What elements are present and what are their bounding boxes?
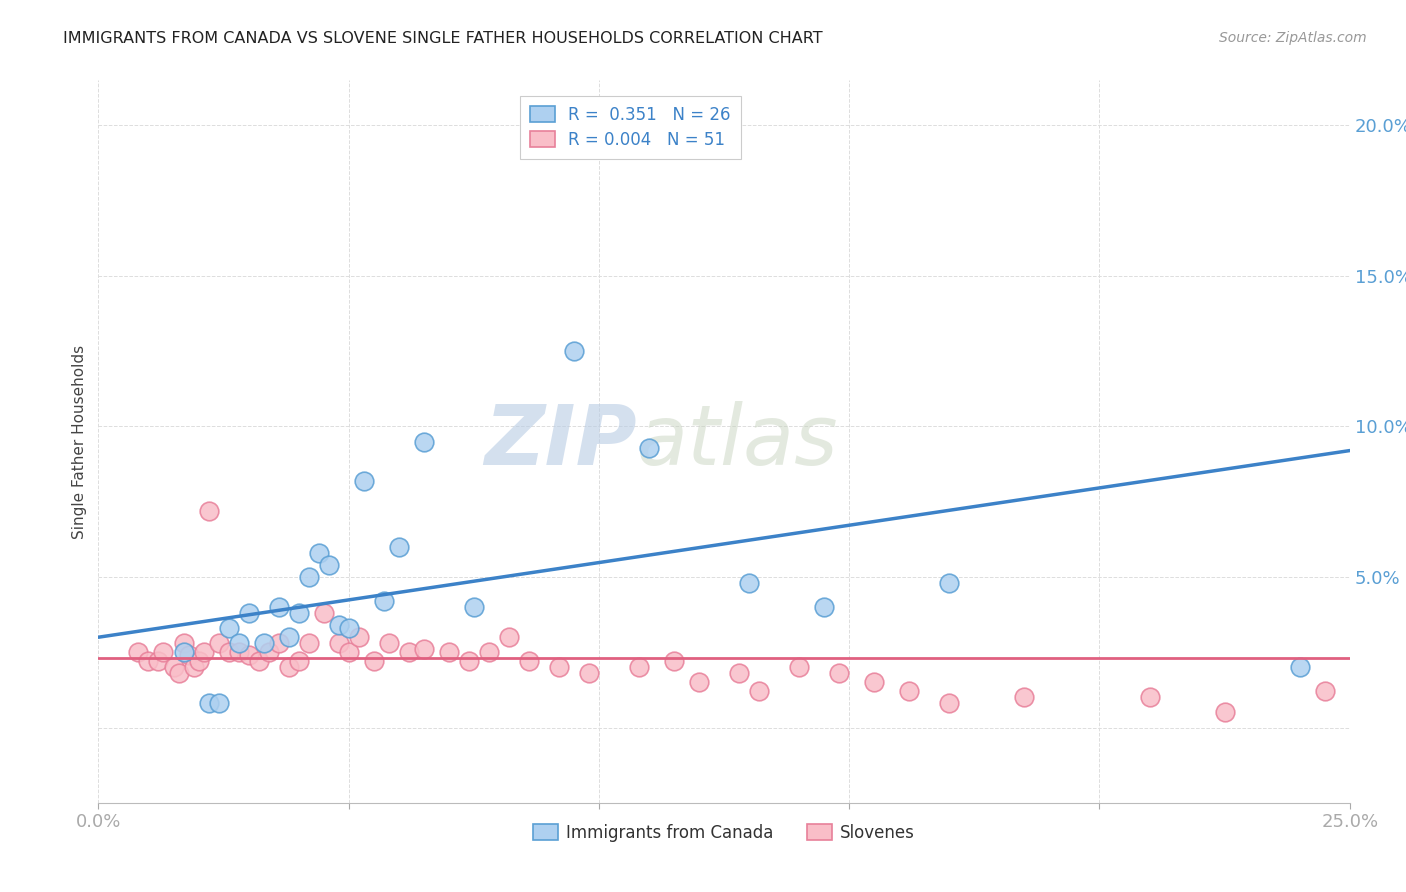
Point <box>347 630 370 644</box>
Point <box>738 576 761 591</box>
Point <box>498 630 520 644</box>
Text: IMMIGRANTS FROM CANADA VS SLOVENE SINGLE FATHER HOUSEHOLDS CORRELATION CHART: IMMIGRANTS FROM CANADA VS SLOVENE SINGLE… <box>63 31 823 46</box>
Point <box>207 697 229 711</box>
Point <box>457 654 479 668</box>
Point <box>247 654 270 668</box>
Point <box>162 660 184 674</box>
Point <box>298 570 321 584</box>
Point <box>318 558 340 572</box>
Point <box>187 654 209 668</box>
Point <box>337 645 360 659</box>
Point <box>1014 690 1036 705</box>
Point <box>748 684 770 698</box>
Point <box>257 645 280 659</box>
Point <box>173 645 195 659</box>
Point <box>287 654 309 668</box>
Point <box>1139 690 1161 705</box>
Point <box>548 660 571 674</box>
Point <box>638 441 661 455</box>
Point <box>1213 706 1236 720</box>
Point <box>218 621 240 635</box>
Point <box>1313 684 1336 698</box>
Point <box>337 621 360 635</box>
Point <box>328 618 350 632</box>
Point <box>127 645 149 659</box>
Point <box>373 594 395 608</box>
Point <box>398 645 420 659</box>
Point <box>938 576 960 591</box>
Point <box>1288 660 1310 674</box>
Point <box>252 636 274 650</box>
Point <box>183 660 205 674</box>
Point <box>177 648 200 663</box>
Point <box>277 660 299 674</box>
Point <box>728 666 751 681</box>
Point <box>627 660 650 674</box>
Point <box>688 675 710 690</box>
Point <box>298 636 321 650</box>
Point <box>138 654 160 668</box>
Point <box>517 654 540 668</box>
Point <box>308 546 330 560</box>
Point <box>412 642 434 657</box>
Point <box>238 648 260 663</box>
Point <box>478 645 501 659</box>
Point <box>218 645 240 659</box>
Point <box>197 697 219 711</box>
Point <box>898 684 921 698</box>
Point <box>437 645 460 659</box>
Point <box>167 666 190 681</box>
Legend: Immigrants from Canada, Slovenes: Immigrants from Canada, Slovenes <box>526 817 922 848</box>
Point <box>938 697 960 711</box>
Point <box>363 654 385 668</box>
Point <box>353 474 375 488</box>
Point <box>388 540 411 554</box>
Point <box>412 434 434 449</box>
Text: Source: ZipAtlas.com: Source: ZipAtlas.com <box>1219 31 1367 45</box>
Point <box>377 636 399 650</box>
Point <box>228 645 250 659</box>
Point <box>267 600 290 615</box>
Point <box>207 636 229 650</box>
Y-axis label: Single Father Households: Single Father Households <box>72 344 87 539</box>
Point <box>562 344 585 359</box>
Point <box>193 645 215 659</box>
Point <box>152 645 174 659</box>
Point <box>238 606 260 620</box>
Text: atlas: atlas <box>637 401 838 482</box>
Point <box>228 636 250 650</box>
Point <box>277 630 299 644</box>
Point <box>463 600 485 615</box>
Point <box>863 675 886 690</box>
Point <box>312 606 335 620</box>
Point <box>267 636 290 650</box>
Point <box>197 504 219 518</box>
Point <box>287 606 309 620</box>
Point <box>148 654 170 668</box>
Point <box>173 636 195 650</box>
Text: ZIP: ZIP <box>484 401 637 482</box>
Point <box>787 660 810 674</box>
Point <box>813 600 835 615</box>
Point <box>662 654 685 668</box>
Point <box>328 636 350 650</box>
Point <box>828 666 851 681</box>
Point <box>578 666 600 681</box>
